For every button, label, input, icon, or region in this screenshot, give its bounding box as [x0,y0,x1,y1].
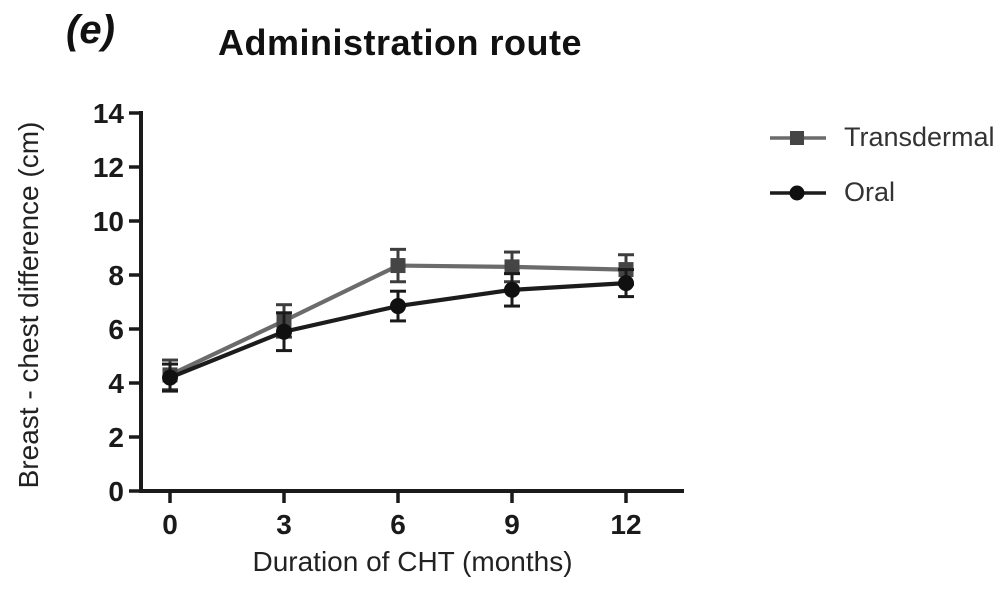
x-tick-label: 3 [276,509,292,540]
data-point-marker [618,275,634,292]
legend-label-transdermal: Transdermal [844,122,995,152]
y-tick-label: 12 [93,152,124,183]
data-point-marker [390,298,406,315]
y-tick-label: 14 [93,98,125,129]
y-tick-label: 10 [93,206,124,237]
panel-label: (e) [66,8,115,52]
y-tick-label: 2 [108,422,124,453]
square-marker-icon [770,130,826,145]
y-tick-label: 0 [108,476,124,507]
legend-marker-shape [790,130,804,145]
x-tick-label: 0 [162,509,178,540]
y-axis-label: Breast - chest difference (cm) [13,121,44,489]
legend-item-transdermal: Transdermal [768,122,995,153]
x-tick-label: 9 [504,509,520,540]
data-point-marker [276,323,292,340]
y-tick-label: 8 [108,260,124,291]
legend: Transdermal Oral [768,122,995,232]
x-tick-label: 6 [390,509,406,540]
y-tick-label: 6 [108,314,124,345]
x-axis-label: Duration of CHT (months) [252,546,573,577]
y-tick-label: 4 [108,368,124,399]
x-tick-label: 12 [610,509,641,540]
data-point-marker [504,259,520,275]
legend-marker-shape [789,185,805,200]
legend-item-oral: Oral [768,177,995,208]
data-point-marker [162,369,178,386]
chart-title: Administration route [217,22,582,63]
legend-label-oral: Oral [844,177,896,207]
data-point-marker [504,281,520,298]
circle-marker-icon [770,185,826,200]
data-point-marker [390,258,406,274]
